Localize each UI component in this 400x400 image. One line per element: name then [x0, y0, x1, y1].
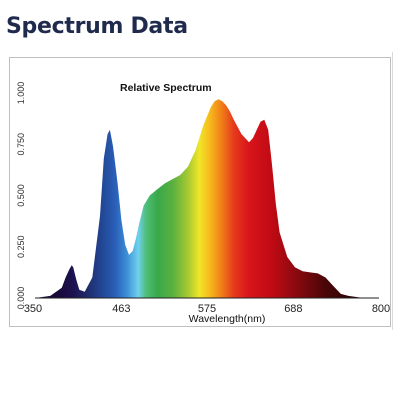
x-tick-label: 463: [112, 303, 130, 315]
x-tick-label: 688: [284, 303, 302, 315]
y-tick-label: 0.500: [16, 184, 26, 207]
chart-title: Relative Spectrum: [120, 82, 212, 94]
x-tick-label: 350: [24, 303, 42, 315]
x-tick-labels: 350 463 575 688 800: [24, 303, 390, 315]
divider: [392, 52, 393, 330]
x-axis-label: Wavelength(nm): [189, 313, 266, 325]
page-title: Spectrum Data: [6, 14, 188, 39]
y-tick-label: 0.750: [16, 133, 26, 156]
y-tick-label: 0.000: [16, 287, 26, 310]
x-tick-label: 800: [372, 303, 390, 315]
spectrum-area: [35, 99, 379, 298]
x-tick-label: 575: [198, 303, 216, 315]
y-tick-label: 1.000: [16, 82, 26, 105]
y-tick-labels: 0.000 0.250 0.500 0.750 1.000: [16, 82, 26, 310]
spectrum-chart: Relative Spectrum 350 463 575 688 800 0.0000…: [16, 82, 390, 325]
chart-panel: Relative Spectrum 350 463 575 688 800 0.000 0…: [9, 57, 391, 327]
y-tick-label: 0.250: [16, 235, 26, 258]
